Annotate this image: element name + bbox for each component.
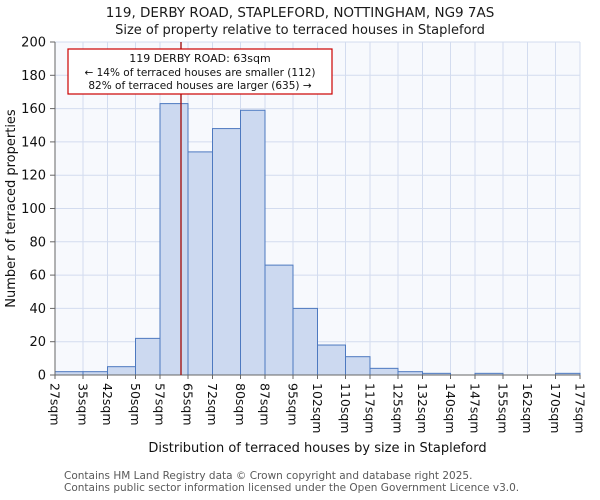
y-tick-label: 60 [29, 269, 46, 284]
x-tick-label: 177sqm [573, 383, 588, 433]
histogram-bar [107, 366, 136, 376]
annotation-line1: 119 DERBY ROAD: 63sqm [129, 52, 270, 65]
y-tick-label: 160 [21, 102, 46, 117]
x-tick-label: 50sqm [128, 383, 143, 426]
y-tick-label: 120 [21, 169, 46, 184]
x-tick-label: 147sqm [468, 383, 483, 433]
x-tick-label: 80sqm [233, 383, 248, 426]
x-tick-label: 72sqm [205, 383, 220, 426]
x-tick-label: 155sqm [496, 383, 511, 433]
chart-subtitle: Size of property relative to terraced ho… [115, 23, 485, 38]
x-tick-label: 35sqm [76, 383, 91, 426]
y-tick-label: 100 [21, 202, 46, 217]
annotation-line2: ← 14% of terraced houses are smaller (11… [84, 67, 315, 79]
histogram-bar [345, 356, 371, 376]
y-tick-label: 40 [29, 302, 46, 317]
x-tick-label: 102sqm [310, 383, 325, 433]
y-tick-label: 180 [21, 69, 46, 84]
x-tick-label: 125sqm [391, 383, 406, 433]
x-tick-label: 95sqm [286, 383, 301, 426]
chart-title: 119, DERBY ROAD, STAPLEFORD, NOTTINGHAM,… [105, 5, 495, 21]
x-tick-label: 42sqm [100, 383, 115, 426]
annotation-line3: 82% of terraced houses are larger (635) … [88, 80, 311, 92]
x-tick-label: 117sqm [363, 383, 378, 433]
histogram-bar [212, 128, 241, 376]
y-tick-label: 0 [38, 369, 46, 384]
y-tick-label: 20 [29, 335, 46, 350]
histogram-bar [317, 344, 346, 376]
x-tick-label: 87sqm [258, 383, 273, 426]
histogram-bar [159, 103, 189, 376]
histogram-bar [369, 367, 399, 376]
histogram-bar [292, 307, 318, 376]
y-axis-label: Number of terraced properties [4, 109, 19, 308]
x-axis-label: Distribution of terraced houses by size … [148, 441, 486, 456]
annotation-box [67, 48, 333, 95]
x-tick-label: 57sqm [153, 383, 168, 426]
y-tick-label: 80 [29, 235, 46, 250]
y-tick-label: 200 [21, 36, 46, 51]
x-tick-label: 110sqm [338, 383, 353, 433]
x-tick-label: 132sqm [415, 383, 430, 433]
x-tick-label: 27sqm [48, 383, 63, 426]
histogram-bar [264, 264, 294, 376]
histogram-bar [240, 109, 266, 376]
histogram-bar [135, 337, 161, 376]
footer-attribution-line2: Contains public sector information licen… [64, 482, 520, 494]
x-tick-label: 162sqm [520, 383, 535, 433]
y-tick-label: 140 [21, 135, 46, 150]
x-tick-label: 65sqm [181, 383, 196, 426]
histogram-bar [187, 151, 213, 376]
footer-attribution-line1: Contains HM Land Registry data © Crown c… [64, 470, 473, 482]
x-tick-label: 140sqm [443, 383, 458, 433]
x-tick-label: 170sqm [548, 383, 563, 433]
